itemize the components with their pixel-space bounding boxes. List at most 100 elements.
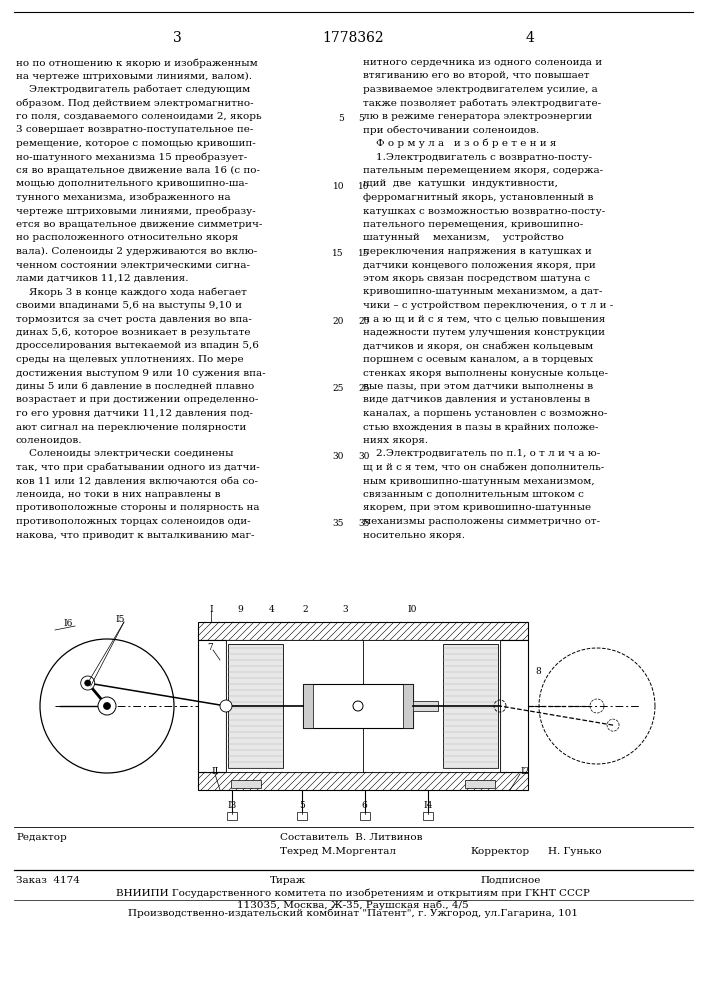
Text: противоположных торцах соленоидов оди-: противоположных торцах соленоидов оди- <box>16 517 250 526</box>
Text: 5: 5 <box>338 114 344 123</box>
Text: ают сигнал на переключение полярности: ают сигнал на переключение полярности <box>16 422 246 432</box>
Text: I4: I4 <box>423 802 433 810</box>
Text: пательного перемещения, кривошипно-: пательного перемещения, кривошипно- <box>363 220 583 229</box>
Text: ется во вращательное движение симметрич-: ется во вращательное движение симметрич- <box>16 220 262 229</box>
Bar <box>410 701 438 711</box>
Text: го поля, создаваемого соленоидами 2, якорь: го поля, создаваемого соленоидами 2, яко… <box>16 112 262 121</box>
Text: 3 совершает возвратно-поступательное пе-: 3 совершает возвратно-поступательное пе- <box>16 125 253 134</box>
Text: ремещение, которое с помощью кривошип-: ремещение, которое с помощью кривошип- <box>16 139 256 148</box>
Bar <box>198 772 528 790</box>
Text: Якорь 3 в конце каждого хода набегает: Якорь 3 в конце каждого хода набегает <box>16 288 247 297</box>
Text: 20: 20 <box>332 317 344 326</box>
Text: 3: 3 <box>173 31 182 45</box>
Text: Электродвигатель работает следующим: Электродвигатель работает следующим <box>16 85 250 95</box>
Text: I6: I6 <box>64 618 73 628</box>
Text: Ф о р м у л а   и з о б р е т е н и я: Ф о р м у л а и з о б р е т е н и я <box>363 139 556 148</box>
Bar <box>403 684 413 728</box>
Text: чертеже штриховыми линиями, преобразу-: чертеже штриховыми линиями, преобразу- <box>16 207 256 216</box>
Text: стью вхождения в пазы в крайних положе-: стью вхождения в пазы в крайних положе- <box>363 422 599 432</box>
Text: I3: I3 <box>228 802 237 810</box>
Text: пательным перемещением якоря, содержа-: пательным перемещением якоря, содержа- <box>363 166 603 175</box>
Text: 20: 20 <box>358 317 369 326</box>
Text: лю в режиме генератора электроэнергии: лю в режиме генератора электроэнергии <box>363 112 592 121</box>
Text: Подписное: Подписное <box>480 876 540 885</box>
Text: Заказ  4174: Заказ 4174 <box>16 876 80 885</box>
Bar <box>297 812 307 820</box>
Text: дросселирования вытекаемой из впадин 5,6: дросселирования вытекаемой из впадин 5,6 <box>16 342 259 351</box>
Text: мощью дополнительного кривошипно-ша-: мощью дополнительного кривошипно-ша- <box>16 180 248 188</box>
Text: переключения напряжения в катушках и: переключения напряжения в катушках и <box>363 247 592 256</box>
Text: 7: 7 <box>207 644 213 652</box>
Bar <box>303 684 413 728</box>
Text: 25: 25 <box>332 384 344 393</box>
Text: леноида, но токи в них направлены в: леноида, но токи в них направлены в <box>16 490 221 499</box>
Text: ферромагнитный якорь, установленный в: ферромагнитный якорь, установленный в <box>363 193 593 202</box>
Text: механизмы расположены симметрично от-: механизмы расположены симметрично от- <box>363 517 600 526</box>
Text: вые пазы, при этом датчики выполнены в: вые пазы, при этом датчики выполнены в <box>363 382 593 391</box>
Text: 15: 15 <box>358 249 370 258</box>
Text: 1.Электродвигатель с возвратно-посту-: 1.Электродвигатель с возвратно-посту- <box>363 152 592 161</box>
Text: так, что при срабатывании одного из датчи-: так, что при срабатывании одного из датч… <box>16 463 259 473</box>
Text: ным кривошипно-шатунным механизмом,: ным кривошипно-шатунным механизмом, <box>363 477 595 486</box>
Text: ВНИИПИ Государственного комитета по изобретениям и открытиям при ГКНТ СССР: ВНИИПИ Государственного комитета по изоб… <box>116 888 590 898</box>
Bar <box>198 640 226 772</box>
Text: 10: 10 <box>332 182 344 191</box>
Text: Н. Гунько: Н. Гунько <box>548 847 602 856</box>
Text: развиваемое электродвигателем усилие, а: развиваемое электродвигателем усилие, а <box>363 85 597 94</box>
Text: связанным с дополнительным штоком с: связанным с дополнительным штоком с <box>363 490 584 499</box>
Text: I0: I0 <box>407 604 416 613</box>
Text: лами датчиков 11,12 давления.: лами датчиков 11,12 давления. <box>16 274 189 283</box>
Text: при обесточивании соленоидов.: при обесточивании соленоидов. <box>363 125 539 135</box>
Text: надежности путем улучшения конструкции: надежности путем улучшения конструкции <box>363 328 605 337</box>
Text: 30: 30 <box>358 452 369 461</box>
Text: 35: 35 <box>358 519 370 528</box>
Text: Производственно-издательский комбинат "Патент", г. Ужгород, ул.Гагарина, 101: Производственно-издательский комбинат "П… <box>128 908 578 918</box>
Text: на чертеже штриховыми линиями, валом).: на чертеже штриховыми линиями, валом). <box>16 72 252 81</box>
Text: достижения выступом 9 или 10 сужения впа-: достижения выступом 9 или 10 сужения впа… <box>16 368 266 377</box>
Text: Составитель  В. Литвинов: Составитель В. Литвинов <box>280 833 423 842</box>
Text: 6: 6 <box>361 802 367 810</box>
Text: датчики концевого положения якоря, при: датчики концевого положения якоря, при <box>363 260 596 269</box>
Text: 113035, Москва, Ж-35, Раушская наб., 4/5: 113035, Москва, Ж-35, Раушская наб., 4/5 <box>237 900 469 910</box>
Text: ченном состоянии электрическими сигна-: ченном состоянии электрическими сигна- <box>16 260 250 269</box>
Text: также позволяет работать электродвигате-: также позволяет работать электродвигате- <box>363 99 601 108</box>
Text: 25: 25 <box>358 384 370 393</box>
Text: противоположные стороны и полярность на: противоположные стороны и полярность на <box>16 504 259 512</box>
Bar <box>500 640 528 772</box>
Text: динах 5,6, которое возникает в результате: динах 5,6, которое возникает в результат… <box>16 328 250 337</box>
Circle shape <box>98 697 116 715</box>
Text: но по отношению к якорю и изображенным: но по отношению к якорю и изображенным <box>16 58 258 68</box>
Text: II: II <box>211 768 218 776</box>
Text: но расположенного относительно якоря: но расположенного относительно якоря <box>16 233 238 242</box>
Text: каналах, а поршень установлен с возможно-: каналах, а поршень установлен с возможно… <box>363 409 607 418</box>
Text: I2: I2 <box>520 768 530 776</box>
Text: соленоидов.: соленоидов. <box>16 436 83 445</box>
Text: щий  две  катушки  индуктивности,: щий две катушки индуктивности, <box>363 180 558 188</box>
Text: 4: 4 <box>269 604 275 613</box>
Text: щ и й с я тем, что он снабжен дополнитель-: щ и й с я тем, что он снабжен дополнител… <box>363 463 604 472</box>
Text: образом. Под действием электромагнитно-: образом. Под действием электромагнитно- <box>16 99 254 108</box>
Bar <box>231 780 261 788</box>
Text: дины 5 или 6 давление в последней плавно: дины 5 или 6 давление в последней плавно <box>16 382 255 391</box>
Text: этом якорь связан посредством шатуна с: этом якорь связан посредством шатуна с <box>363 274 590 283</box>
Text: стенках якоря выполнены конусные кольце-: стенках якоря выполнены конусные кольце- <box>363 368 608 377</box>
Text: но-шатунного механизма 15 преобразует-: но-шатунного механизма 15 преобразует- <box>16 152 247 162</box>
Text: Редактор: Редактор <box>16 833 66 842</box>
Text: 8: 8 <box>535 668 541 676</box>
Text: ков 11 или 12 давления включаются оба со-: ков 11 или 12 давления включаются оба со… <box>16 477 258 486</box>
Text: 2.Электродвигатель по п.1, о т л и ч а ю-: 2.Электродвигатель по п.1, о т л и ч а ю… <box>363 450 600 458</box>
Bar <box>443 644 498 768</box>
Text: 2: 2 <box>302 604 308 613</box>
Text: кривошипно-шатунным механизмом, а дат-: кривошипно-шатунным механизмом, а дат- <box>363 288 602 296</box>
Bar <box>198 622 528 640</box>
Text: Корректор: Корректор <box>470 847 529 856</box>
Text: 5: 5 <box>299 802 305 810</box>
Circle shape <box>221 701 231 711</box>
Text: виде датчиков давления и установлены в: виде датчиков давления и установлены в <box>363 395 590 404</box>
Text: ся во вращательное движение вала 16 (с по-: ся во вращательное движение вала 16 (с п… <box>16 166 260 175</box>
Text: среды на щелевых уплотнениях. По мере: среды на щелевых уплотнениях. По мере <box>16 355 244 364</box>
Text: своими впадинами 5,6 на выступы 9,10 и: своими впадинами 5,6 на выступы 9,10 и <box>16 301 242 310</box>
Text: 9: 9 <box>237 604 243 613</box>
Bar <box>227 812 237 820</box>
Text: 1778362: 1778362 <box>322 31 384 45</box>
